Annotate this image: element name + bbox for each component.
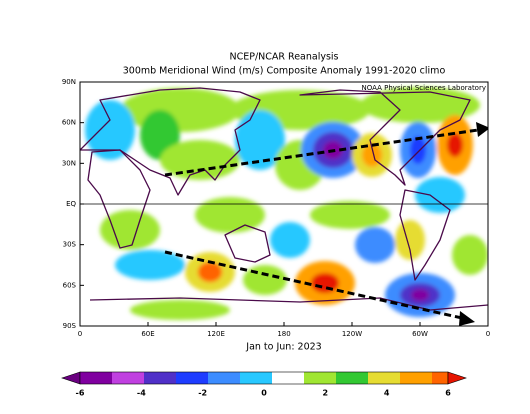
lat-label: EQ xyxy=(66,200,76,208)
colorbar-label: 0 xyxy=(261,389,267,398)
lon-label: 180 xyxy=(277,330,290,338)
lon-label: 120W xyxy=(342,330,362,338)
colorbar-label: 6 xyxy=(445,389,451,398)
trend-arrows xyxy=(164,122,488,326)
lon-axis: 0 60E 120E 180 120W 60W 0 xyxy=(78,322,490,338)
period: Jan to Jun: 2023 xyxy=(245,342,321,353)
lat-label: 30S xyxy=(63,241,77,249)
colorbar-label: -6 xyxy=(76,389,85,398)
lon-label: 0 xyxy=(486,330,490,338)
lat-axis: 90N 60N 30N EQ 30S 60S 90S xyxy=(62,78,84,330)
colorbar-labels: -6 -4 -2 0 2 4 6 xyxy=(76,389,452,398)
colorbar-label: 4 xyxy=(384,389,390,398)
lon-label: 60W xyxy=(412,330,428,338)
lon-label: 60E xyxy=(141,330,154,338)
colorbar xyxy=(61,371,467,385)
lat-label: 30N xyxy=(62,159,76,167)
lon-label: 0 xyxy=(78,330,82,338)
subtitle: 300mb Meridional Wind (m/s) Composite An… xyxy=(123,66,446,77)
anomaly-field xyxy=(80,82,488,326)
coastlines xyxy=(80,87,488,311)
colorbar-label: 2 xyxy=(323,389,329,398)
lat-label: 90N xyxy=(62,78,76,86)
lat-label: 60N xyxy=(62,119,76,127)
colorbar-label: -2 xyxy=(198,389,207,398)
colorbar-label: -4 xyxy=(137,389,146,398)
title: NCEP/NCAR Reanalysis xyxy=(229,52,338,63)
lat-label: 60S xyxy=(63,281,77,289)
credit: NOAA Physical Sciences Laboratory xyxy=(362,84,486,92)
lon-label: 120E xyxy=(207,330,225,338)
lat-label: 90S xyxy=(63,322,77,330)
